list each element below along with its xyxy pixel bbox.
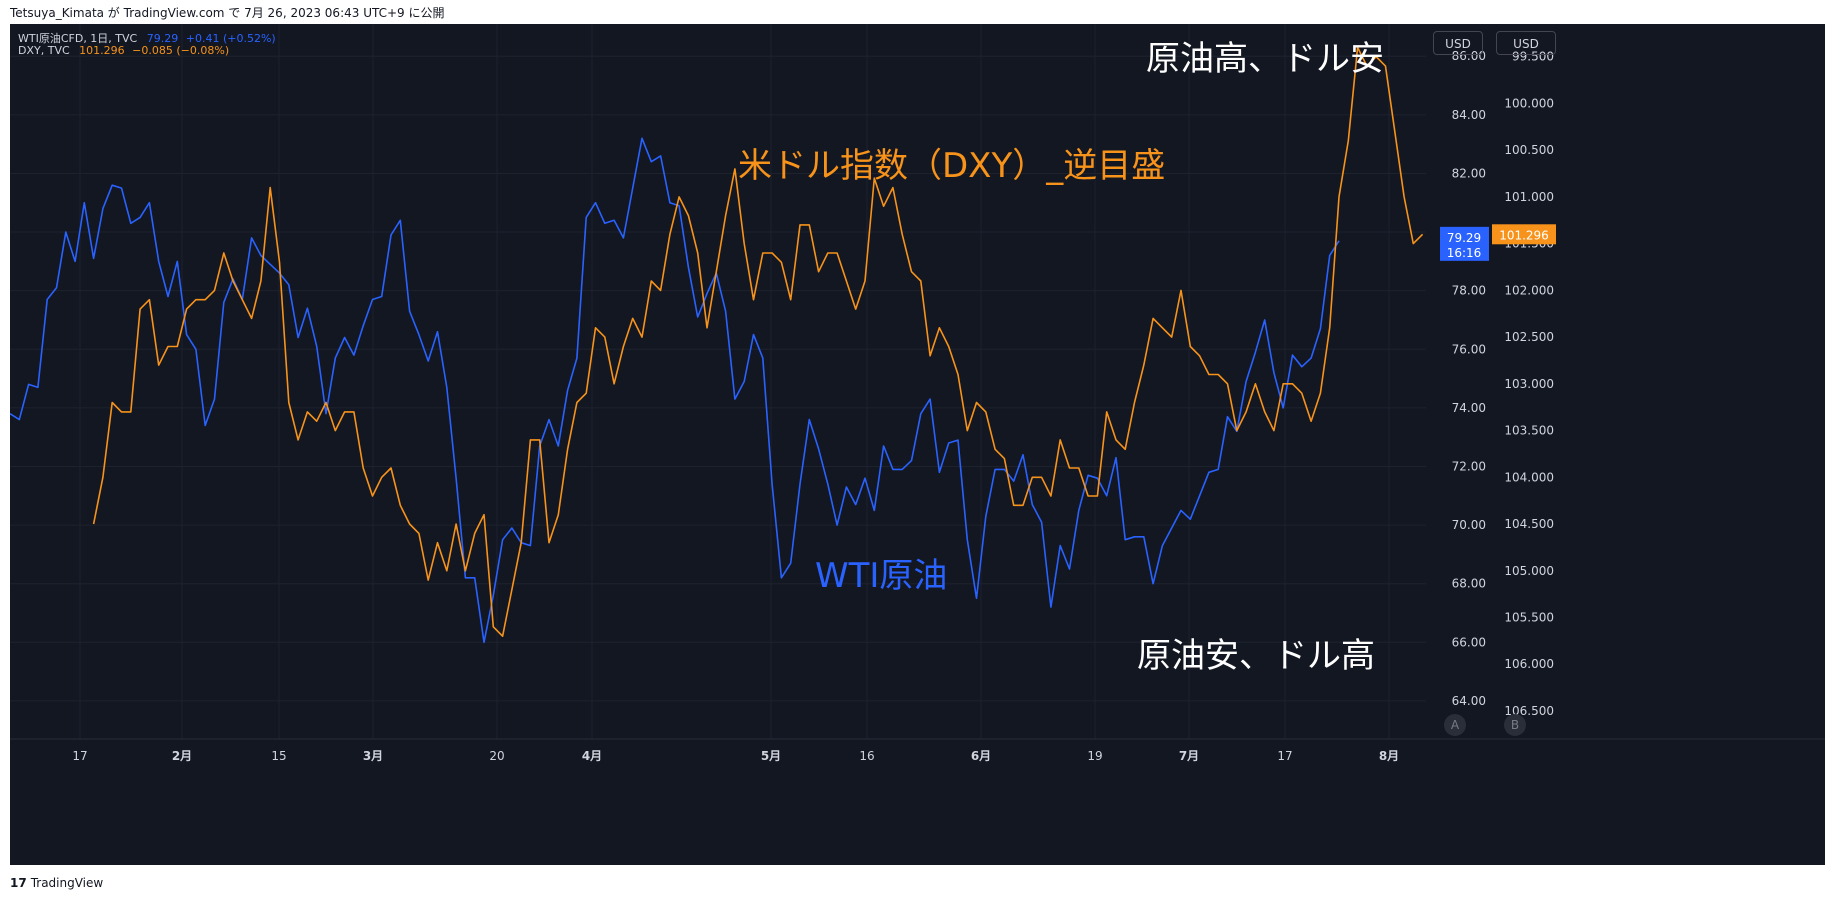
legend-wti[interactable]: WTI原油CFD, 1日, TVC 79.29 +0.41 (+0.52%) [18,30,276,46]
chart-annotation-2: WTI原油 [815,556,947,596]
x-axis-tick-4: 20 [489,749,504,763]
left-axis-tick-0: 86.00 [1452,49,1486,63]
x-axis-tick-6: 5月 [761,749,781,763]
x-axis-tick-10: 7月 [1179,749,1199,763]
currency-button-right[interactable]: USD [1496,31,1556,55]
right-axis-tick-8: 103.500 [1504,424,1554,438]
left-axis-tick-5: 76.00 [1452,342,1486,356]
left-axis-tick-8: 70.00 [1452,518,1486,532]
right-axis-tick-12: 105.500 [1504,610,1554,624]
footer-brand: TradingView [30,876,104,890]
dxy-price-tag [1492,224,1556,245]
legend-dxy[interactable]: DXY, TVC 101.296 −0.085 (−0.08%) [18,44,229,57]
wti-countdown-label: 16:16 [1447,246,1482,260]
x-axis-tick-0: 17 [72,749,87,763]
left-axis-tick-4: 78.00 [1452,284,1486,298]
right-axis-tick-3: 101.000 [1504,190,1554,204]
legend-wti-symbol: WTI原油CFD, 1日, TVC [18,32,138,45]
chart-canvas[interactable]: 86.0084.0082.0080.0078.0076.0074.0072.00… [10,24,1825,865]
legend-dxy-change: −0.085 (−0.08%) [132,44,230,57]
right-axis-tick-13: 106.000 [1504,657,1554,671]
chart-annotation-1: 米ドル指数（DXY）_逆目盛 [738,146,1165,186]
x-axis-tick-3: 3月 [363,749,383,763]
right-axis-tick-10: 104.500 [1504,517,1554,531]
scale-button-a[interactable]: A [1444,714,1466,736]
chart-annotation-3: 原油安、ドル高 [1137,636,1375,676]
right-axis-tick-0: 99.500 [1512,50,1554,64]
left-axis-tick-1: 84.00 [1452,108,1486,122]
left-axis-tick-7: 72.00 [1452,459,1486,473]
x-axis-tick-1: 2月 [172,749,192,763]
x-axis-tick-2: 15 [271,749,286,763]
dxy-price-tag-label: 101.296 [1499,228,1549,242]
left-axis-tick-11: 64.00 [1452,694,1486,708]
chart-annotation-0: 原油高、ドル安 [1146,39,1384,79]
right-axis-tick-1: 100.000 [1504,96,1554,110]
currency-button-left[interactable]: USD [1433,31,1483,55]
left-axis-tick-10: 66.00 [1452,635,1486,649]
right-axis-tick-6: 102.500 [1504,330,1554,344]
x-axis-tick-8: 6月 [971,749,991,763]
right-axis-tick-11: 105.000 [1504,564,1554,578]
legend-wti-value: 79.29 [146,32,179,45]
legend-dxy-value: 101.296 [79,44,125,57]
left-axis-tick-6: 74.00 [1452,401,1486,415]
x-axis-tick-11: 17 [1277,749,1292,763]
right-axis-tick-7: 103.000 [1504,377,1554,391]
wti-price-tag-label: 79.29 [1447,231,1481,245]
left-axis-tick-2: 82.00 [1452,166,1486,180]
x-axis-tick-5: 4月 [582,749,602,763]
chart-frame[interactable]: 86.0084.0082.0080.0078.0076.0074.0072.00… [10,24,1825,865]
right-axis-tick-5: 102.000 [1504,283,1554,297]
left-axis-tick-9: 68.00 [1452,577,1486,591]
tradingview-logo-icon: 17 [10,876,27,890]
publish-caption: Tetsuya_Kimata が TradingView.com で 7月 26… [10,6,445,20]
x-axis-tick-7: 16 [859,749,874,763]
x-axis-tick-12: 8月 [1379,749,1399,763]
x-axis-tick-9: 19 [1087,749,1102,763]
series-line-dxy [92,46,1424,638]
scale-button-b[interactable]: B [1504,714,1526,736]
right-axis-tick-9: 104.000 [1504,470,1554,484]
tradingview-footer[interactable]: 17 TradingView [10,876,103,890]
series-line-wti [10,137,1340,644]
right-axis-tick-2: 100.500 [1504,143,1554,157]
wti-price-tag [1440,226,1489,261]
legend-dxy-symbol: DXY, TVC [18,44,70,57]
legend-wti-change: +0.41 (+0.52%) [185,32,276,45]
